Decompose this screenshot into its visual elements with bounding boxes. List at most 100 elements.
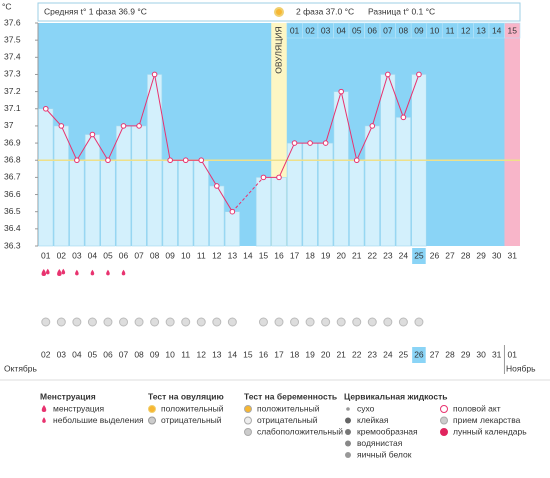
legend-title: Цервикальная жидкость (344, 391, 447, 401)
x-tick-label: 01 (41, 250, 51, 260)
phase1-average: Средняя t° 1 фаза 36.9 °C (44, 6, 147, 16)
drop-icon (45, 268, 50, 275)
legend-icon (440, 416, 448, 425)
ovulation-label: ОВУЛЯЦИЯ (273, 26, 283, 73)
date-label: 27 (430, 349, 440, 359)
phase2-day-label: 02 (305, 25, 315, 35)
x-tick-label: 30 (492, 250, 502, 260)
legend-icon (440, 405, 448, 413)
x-tick-label: 26 (430, 250, 440, 260)
pregnancy-test-icon (56, 317, 66, 327)
pregnancy-test-icon (414, 317, 424, 327)
temperature-point (369, 123, 376, 129)
x-tick-label: 12 (212, 250, 222, 260)
legend-icon (346, 407, 350, 411)
temperature-point (307, 140, 313, 146)
phase2-day-label: 14 (492, 25, 502, 35)
temperature-point (416, 71, 422, 78)
y-tick-label: 36.5 (4, 206, 21, 216)
today-date-box (412, 347, 426, 363)
x-tick-label: 11 (197, 250, 206, 260)
legend-icon (244, 405, 252, 413)
date-label: 08 (134, 349, 144, 359)
expected-period-column (504, 23, 520, 246)
x-tick-label: 02 (57, 250, 67, 260)
pregnancy-test-icon (165, 317, 175, 327)
legend-item: половой акт (453, 403, 501, 413)
date-label: 17 (274, 349, 284, 359)
pregnancy-test-icon (258, 317, 268, 327)
pregnancy-test-icon (196, 317, 206, 327)
date-label: 13 (212, 349, 222, 359)
phase2-day-label: 04 (336, 25, 346, 35)
legend-item: положительный (257, 403, 320, 413)
pregnancy-test-icon (398, 317, 408, 327)
bar (115, 125, 132, 247)
temperature-point (276, 174, 282, 181)
temperature-point (120, 123, 127, 129)
date-label: 12 (197, 349, 207, 359)
bar (364, 125, 380, 247)
date-label: 29 (461, 349, 471, 359)
pregnancy-test-icon (212, 317, 222, 327)
x-tick-label: 17 (290, 250, 300, 260)
phase2-day-label: 03 (321, 25, 331, 35)
drop-icon (41, 405, 47, 412)
y-tick-label: 37 (4, 120, 14, 130)
x-tick-label: 14 (243, 250, 253, 260)
temperature-point (229, 208, 236, 215)
legend-item: отрицательный (257, 415, 318, 425)
legend-item: менструация (53, 403, 105, 413)
y-tick-label: 37.1 (4, 103, 21, 113)
drop-icon (90, 269, 95, 276)
drop-icon (106, 269, 110, 276)
bar (302, 142, 318, 247)
x-tick-label: 03 (72, 250, 82, 260)
pregnancy-test-icon (87, 317, 97, 327)
pregnancy-test-icon (41, 317, 51, 327)
x-tick-label: 29 (476, 250, 486, 260)
x-tick-label: 06 (119, 250, 129, 260)
bar (286, 142, 303, 247)
bar (178, 159, 194, 247)
x-tick-label: 20 (336, 250, 346, 260)
bar (131, 125, 147, 247)
temperature-point (338, 88, 344, 95)
date-label: 14 (228, 349, 238, 359)
pregnancy-test-icon (72, 317, 82, 327)
temperature-point (198, 157, 205, 164)
drop-icon (57, 269, 62, 276)
date-label: 01 (507, 349, 517, 359)
date-label: 22 (352, 349, 362, 359)
y-tick-label: 37.6 (4, 17, 21, 27)
date-label: 04 (72, 349, 82, 359)
date-label: 18 (290, 349, 300, 359)
date-label: 02 (41, 349, 51, 359)
legend-item: отрицательный (161, 415, 222, 425)
temperature-point (260, 174, 267, 181)
temperature-point (291, 140, 298, 146)
temperature-point (89, 131, 96, 138)
phase2-day-label: 10 (430, 25, 440, 35)
legend-item: клейкая (357, 415, 389, 425)
x-tick-label: 15 (259, 250, 269, 260)
date-label: 15 (243, 349, 253, 359)
temperature-point (136, 123, 142, 129)
x-tick-label: 19 (321, 250, 331, 260)
date-label: 11 (181, 349, 190, 359)
bar (162, 159, 178, 247)
y-tick-label: 36.8 (4, 154, 21, 164)
pregnancy-test-icon (352, 317, 362, 327)
phase2-day-label: 01 (290, 25, 300, 35)
gap-connector (231, 177, 264, 213)
pregnancy-test-icon (367, 317, 377, 327)
y-tick-label: 36.9 (4, 137, 21, 147)
difference: Разница t° 0.1 °C (368, 6, 435, 16)
y-tick-label: 36.3 (4, 240, 21, 250)
bar (255, 177, 272, 247)
x-tick-label: 10 (181, 250, 191, 260)
x-tick-label: 31 (507, 250, 517, 260)
date-label: 16 (259, 349, 269, 359)
date-label: 26 (414, 349, 424, 359)
